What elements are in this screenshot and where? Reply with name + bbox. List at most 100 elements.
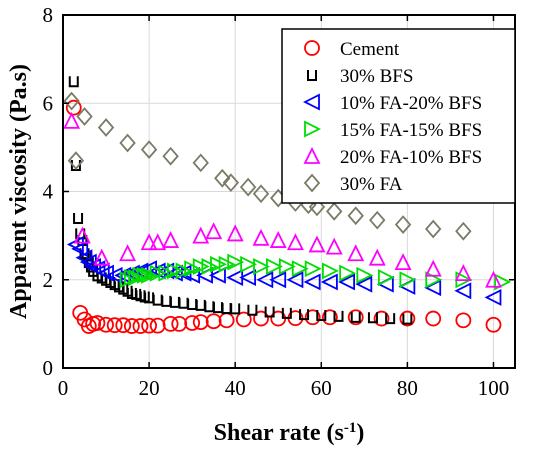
data-point: [140, 140, 158, 159]
data-point: [195, 299, 206, 311]
data-point: [247, 304, 258, 316]
data-point: [227, 253, 245, 271]
data-point: [226, 224, 244, 242]
data-point: [73, 226, 91, 244]
y-tick-label: 4: [43, 180, 54, 204]
legend-label: 30% BFS: [340, 66, 413, 87]
data-point: [269, 271, 287, 289]
legend-marker: [303, 173, 321, 193]
x-tick-label: 60: [311, 376, 332, 400]
data-point: [286, 271, 304, 289]
data-point: [253, 258, 271, 275]
data-point: [214, 168, 231, 188]
data-point: [93, 248, 111, 266]
legend-box: [281, 28, 516, 204]
data-point: [356, 266, 374, 284]
x-axis-label-superscript: -1: [344, 420, 357, 436]
data-point: [218, 255, 236, 273]
data-point: [71, 240, 89, 258]
data-point: [149, 317, 166, 334]
data-point: [347, 244, 365, 262]
data-point: [192, 314, 209, 331]
data-point: [175, 262, 193, 280]
x-axis-label-main: Shear rate (s: [214, 420, 344, 446]
x-tick-label: 100: [478, 376, 510, 400]
data-point: [187, 299, 198, 311]
data-point: [394, 215, 412, 234]
data-point: [425, 310, 442, 327]
data-point: [402, 313, 413, 325]
data-point: [367, 312, 378, 324]
series-4: [63, 111, 502, 288]
legend-label: 15% FA-15% BFS: [340, 120, 482, 141]
data-point: [201, 258, 219, 275]
data-point: [394, 253, 412, 271]
data-point: [326, 201, 343, 221]
data-point: [377, 269, 395, 286]
data-point: [141, 317, 157, 334]
y-axis-label: Apparent viscosity (Pa.s): [6, 64, 32, 319]
data-point: [218, 312, 235, 329]
data-point: [304, 309, 321, 326]
data-point: [167, 262, 184, 280]
data-point: [320, 273, 338, 291]
data-point: [63, 111, 81, 129]
data-point: [425, 219, 442, 239]
data-point: [148, 262, 166, 280]
y-tick-label: 2: [43, 268, 54, 292]
data-point: [162, 315, 179, 332]
data-point: [98, 316, 114, 333]
data-point: [119, 244, 137, 262]
data-point: [132, 318, 149, 334]
data-point: [161, 295, 172, 307]
data-point: [321, 309, 338, 326]
data-point: [222, 173, 240, 193]
data-point: [205, 313, 222, 330]
data-point: [264, 306, 275, 318]
data-point: [210, 255, 227, 273]
data-point: [494, 273, 512, 291]
data-point: [119, 133, 136, 153]
data-point: [63, 91, 80, 111]
data-point: [281, 307, 292, 319]
data-point: [221, 302, 232, 314]
data-point: [424, 259, 442, 277]
data-point: [368, 248, 386, 266]
data-point: [278, 258, 296, 275]
x-tick-label: 0: [58, 376, 69, 400]
data-point: [347, 309, 364, 326]
data-point: [132, 266, 150, 284]
data-point: [204, 301, 215, 313]
data-point: [369, 210, 386, 230]
data-point: [338, 273, 356, 291]
data-point: [76, 107, 93, 126]
data-point: [158, 264, 176, 282]
data-point: [350, 311, 361, 323]
data-point: [123, 269, 141, 286]
data-point: [455, 221, 472, 241]
data-point: [169, 296, 180, 308]
data-point: [239, 269, 257, 286]
data-point: [208, 266, 226, 284]
legend-marker: [307, 70, 317, 81]
data-point: [205, 222, 223, 240]
legend-marker: [303, 146, 321, 164]
y-tick-label: 0: [43, 356, 54, 380]
data-point: [308, 197, 326, 217]
data-point: [355, 275, 373, 293]
data-point: [162, 146, 179, 166]
x-tick-label: 20: [139, 376, 160, 400]
data-point: [339, 264, 357, 282]
x-tick-label: 40: [225, 376, 246, 400]
y-tick-label: 6: [43, 91, 54, 115]
legend-marker: [304, 40, 320, 56]
data-point: [399, 271, 417, 289]
legend-label: 30% FA: [340, 174, 403, 195]
data-point: [291, 260, 309, 278]
data-point: [165, 264, 183, 282]
data-point: [171, 315, 188, 332]
data-point: [68, 76, 79, 88]
data-point: [136, 266, 154, 284]
data-point: [106, 317, 123, 334]
